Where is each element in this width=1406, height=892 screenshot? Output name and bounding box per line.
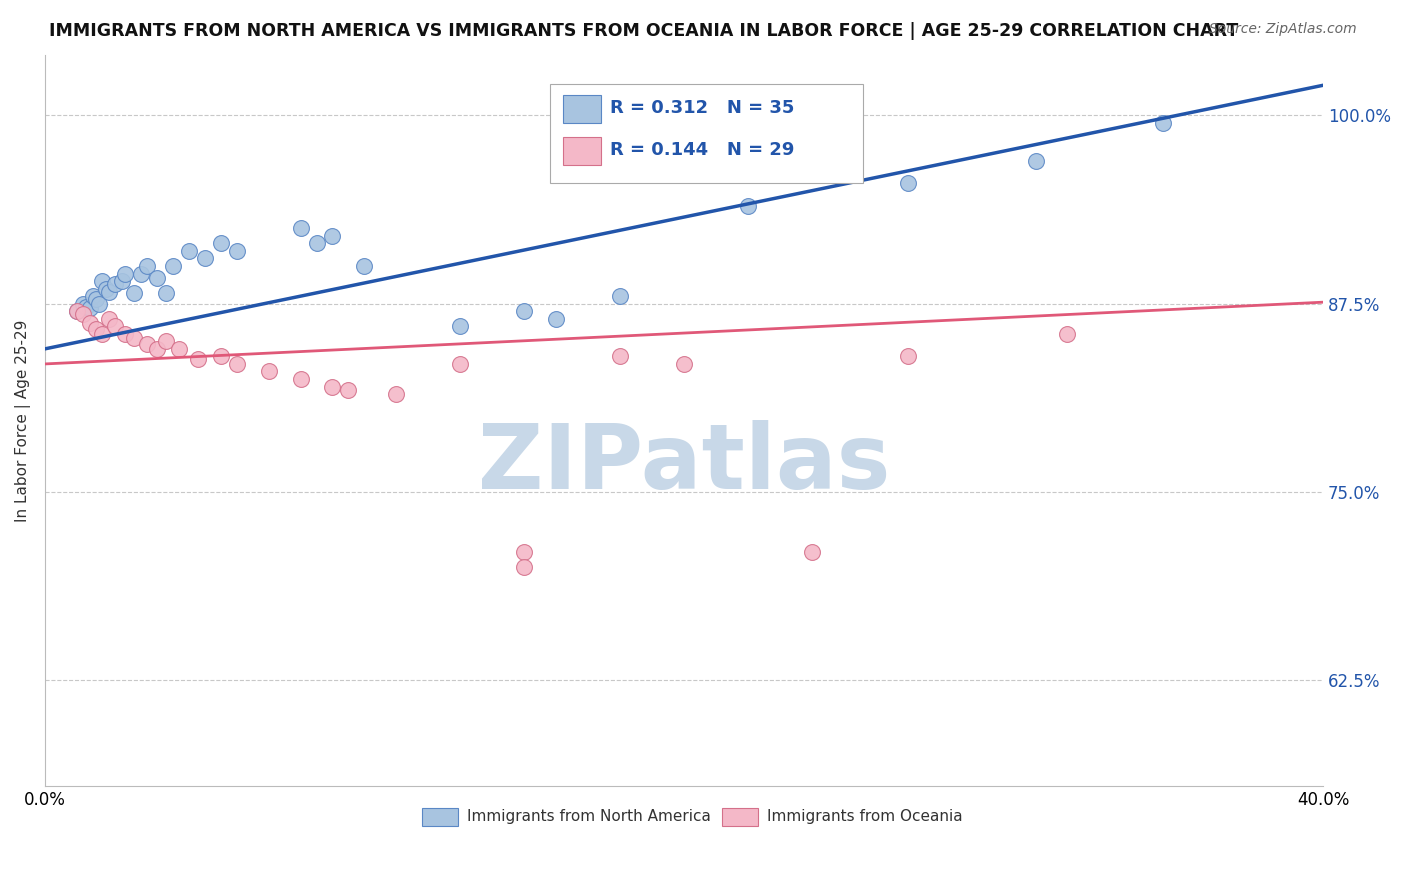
Point xyxy=(129,267,152,281)
Point xyxy=(609,350,631,364)
Point xyxy=(209,236,232,251)
Text: Immigrants from North America: Immigrants from North America xyxy=(467,809,710,824)
Point xyxy=(79,301,101,316)
Point xyxy=(145,342,167,356)
Point xyxy=(155,334,177,349)
Bar xyxy=(562,95,600,123)
Point xyxy=(1056,326,1078,341)
Bar xyxy=(723,807,758,826)
Point xyxy=(124,331,146,345)
Point xyxy=(321,228,343,243)
Point xyxy=(546,311,568,326)
Text: R = 0.144   N = 29: R = 0.144 N = 29 xyxy=(610,141,794,159)
Point xyxy=(114,267,136,281)
Point xyxy=(225,357,247,371)
Point xyxy=(167,342,190,356)
Point xyxy=(104,277,127,291)
Point xyxy=(672,357,695,371)
Point xyxy=(1025,153,1047,168)
Point xyxy=(449,357,471,371)
Point xyxy=(513,560,536,574)
Point xyxy=(737,199,759,213)
Text: Source: ZipAtlas.com: Source: ZipAtlas.com xyxy=(1209,22,1357,37)
Point xyxy=(897,350,920,364)
Point xyxy=(72,296,94,310)
Point xyxy=(104,319,127,334)
Point xyxy=(209,350,232,364)
Point xyxy=(75,300,97,314)
Point xyxy=(94,282,117,296)
Point xyxy=(97,311,120,326)
Point xyxy=(155,286,177,301)
Point xyxy=(321,379,343,393)
Point xyxy=(162,259,184,273)
Point xyxy=(177,244,200,258)
Point xyxy=(91,274,114,288)
Bar xyxy=(562,137,600,165)
Point xyxy=(97,285,120,299)
Point xyxy=(290,372,312,386)
Point xyxy=(187,352,209,367)
Point xyxy=(110,274,132,288)
Point xyxy=(513,304,536,318)
Point xyxy=(84,322,107,336)
Bar xyxy=(422,807,458,826)
Text: R = 0.312   N = 35: R = 0.312 N = 35 xyxy=(610,100,794,118)
Point xyxy=(82,289,104,303)
Point xyxy=(114,326,136,341)
Point xyxy=(290,221,312,235)
Point xyxy=(337,383,360,397)
Point xyxy=(194,252,217,266)
Point xyxy=(513,545,536,559)
Point xyxy=(136,259,159,273)
Text: Immigrants from Oceania: Immigrants from Oceania xyxy=(768,809,963,824)
Point xyxy=(89,296,111,310)
Point xyxy=(609,289,631,303)
Point xyxy=(385,387,408,401)
Point xyxy=(257,364,280,378)
Point xyxy=(66,304,89,318)
Point xyxy=(1152,116,1174,130)
Text: IMMIGRANTS FROM NORTH AMERICA VS IMMIGRANTS FROM OCEANIA IN LABOR FORCE | AGE 25: IMMIGRANTS FROM NORTH AMERICA VS IMMIGRA… xyxy=(49,22,1239,40)
Point xyxy=(84,292,107,306)
Point xyxy=(897,176,920,190)
Point xyxy=(449,319,471,334)
Point xyxy=(225,244,247,258)
Point xyxy=(145,271,167,285)
Point xyxy=(79,316,101,330)
Bar xyxy=(550,85,863,183)
Point xyxy=(72,307,94,321)
Point xyxy=(305,236,328,251)
Text: ZIPatlas: ZIPatlas xyxy=(478,420,890,508)
Point xyxy=(136,337,159,351)
Point xyxy=(800,545,823,559)
Y-axis label: In Labor Force | Age 25-29: In Labor Force | Age 25-29 xyxy=(15,319,31,522)
Point xyxy=(91,326,114,341)
Point xyxy=(353,259,375,273)
Point xyxy=(66,304,89,318)
Point xyxy=(124,286,146,301)
